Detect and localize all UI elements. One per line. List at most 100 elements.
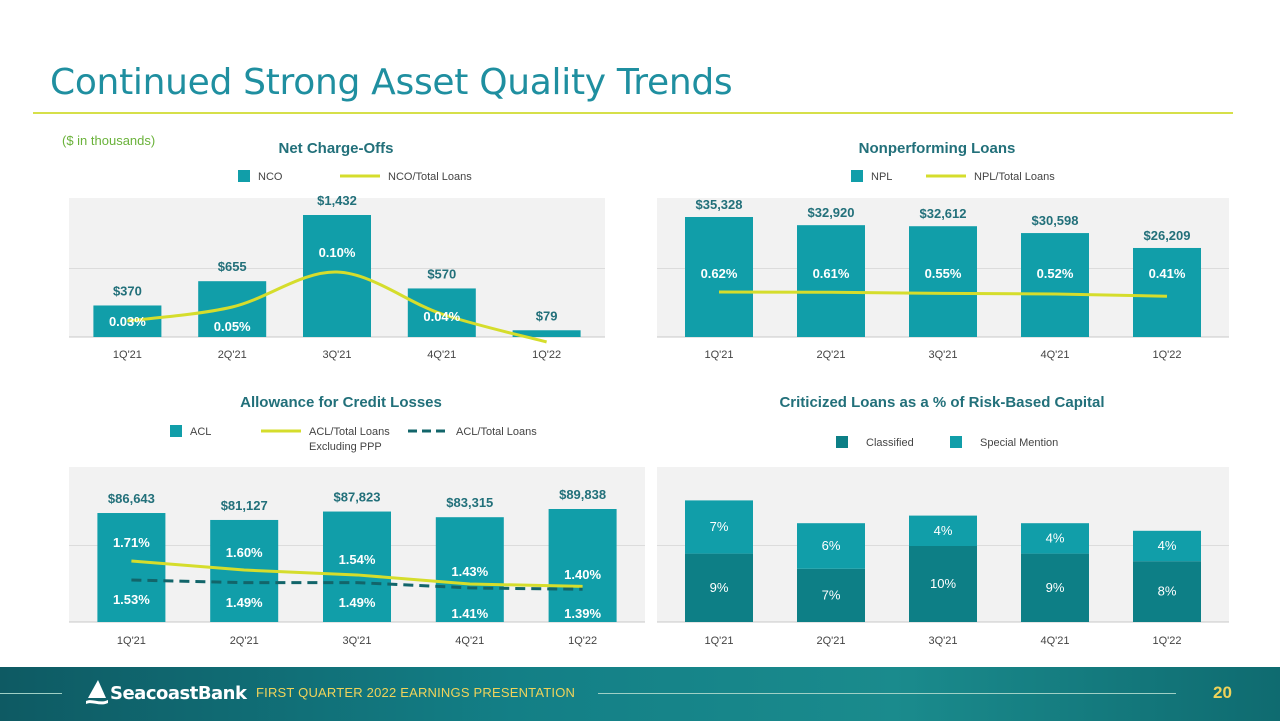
acl-total-label: 1.53%: [113, 592, 150, 607]
legend-label-line2: Excluding PPP: [309, 441, 382, 453]
chart-title: Nonperforming Loans: [859, 140, 1016, 157]
title-divider: [33, 112, 1233, 114]
npl-bar: [1133, 247, 1201, 337]
acl-total-label: 1.49%: [339, 595, 376, 610]
legend-swatch: [836, 436, 848, 448]
x-tick-label: 2Q'21: [816, 349, 845, 361]
npl-bar-label: $32,920: [808, 205, 855, 220]
npl-bar-label: $32,612: [920, 206, 967, 221]
special-mention-label: 4%: [1158, 538, 1177, 553]
sail-logo-icon: [86, 680, 108, 705]
legend-label: NCO: [258, 171, 283, 183]
footer-caption: FIRST QUARTER 2022 EARNINGS PRESENTATION: [256, 685, 576, 700]
acl-total-dashed-line: [131, 578, 583, 591]
acl-bar: [97, 513, 166, 622]
npl-ratio-label: 0.61%: [813, 266, 850, 281]
legend-label: NPL/Total Loans: [974, 171, 1055, 183]
special-mention-bar: [909, 515, 977, 546]
special-mention-bar: [797, 523, 865, 569]
legend-swatch: [238, 170, 250, 182]
legend-label: NCO/Total Loans: [388, 171, 472, 183]
classified-bar: [1133, 561, 1201, 622]
classified-label: 9%: [710, 580, 729, 595]
criticized-loans-chart: Criticized Loans as a % of Risk-Based Ca…: [657, 394, 1229, 647]
acl-ex-ppp-label: 1.43%: [451, 564, 488, 579]
nco-bar-label: $370: [113, 283, 142, 298]
chart-title: Net Charge-Offs: [278, 140, 393, 157]
special-mention-bar: [1021, 523, 1089, 554]
special-mention-label: 6%: [822, 538, 841, 553]
x-tick-label: 1Q'22: [532, 349, 561, 361]
classified-bar: [685, 553, 753, 622]
classified-bar: [909, 546, 977, 622]
classified-label: 7%: [822, 587, 841, 602]
classified-bar: [797, 568, 865, 622]
legend-label: ACL: [190, 426, 211, 438]
legend-label: Classified: [866, 437, 914, 449]
classified-label: 8%: [1158, 584, 1177, 599]
page-title: Continued Strong Asset Quality Trends: [50, 62, 733, 103]
footer-rule-right: [598, 693, 1176, 694]
x-tick-label: 3Q'21: [928, 349, 957, 361]
page-number: 20: [1213, 683, 1232, 702]
x-tick-label: 3Q'21: [322, 349, 351, 361]
chart-title: Criticized Loans as a % of Risk-Based Ca…: [779, 394, 1104, 411]
nco-ratio-line: [127, 270, 547, 344]
npl-bar: [1021, 233, 1089, 337]
chart-title: Allowance for Credit Losses: [240, 394, 442, 411]
nco-bar: [512, 330, 581, 337]
x-tick-label: 3Q'21: [342, 635, 371, 647]
x-tick-label: 4Q'21: [455, 635, 484, 647]
nco-bar-label: $79: [536, 308, 558, 323]
nco-ratio-label: 0.03%: [109, 314, 146, 329]
special-mention-label: 4%: [1046, 530, 1065, 545]
special-mention-bar: [685, 500, 753, 554]
acl-bar-label: $81,127: [221, 498, 268, 513]
x-tick-label: 1Q'21: [113, 349, 142, 361]
nco-bar-label: $1,432: [317, 193, 357, 208]
acl-total-label: 1.49%: [226, 595, 263, 610]
acl-bar-label: $83,315: [446, 495, 493, 510]
acl-bar: [435, 517, 504, 622]
x-tick-label: 1Q'21: [704, 349, 733, 361]
classified-label: 9%: [1046, 580, 1065, 595]
net-charge-offs-chart: Net Charge-Offs NCO NCO/Total Loans $370 $65…: [69, 140, 605, 361]
legend-swatch: [851, 170, 863, 182]
npl-bar-label: $26,209: [1144, 228, 1191, 243]
npl-bar-label: $35,328: [696, 197, 743, 212]
x-tick-label: 3Q'21: [928, 635, 957, 647]
legend-label: Special Mention: [980, 437, 1058, 449]
classified-bar: [1021, 553, 1089, 622]
acl-bar-label: $89,838: [559, 487, 606, 502]
npl-bar: [685, 217, 753, 337]
acl-ex-ppp-label: 1.71%: [113, 535, 150, 550]
x-tick-label: 1Q'22: [1152, 349, 1181, 361]
nco-ratio-label: 0.05%: [214, 319, 251, 334]
npl-ratio-label: 0.62%: [701, 266, 738, 281]
legend-label: ACL/Total Loans: [309, 426, 390, 438]
acl-ex-ppp-label: 1.40%: [564, 567, 601, 582]
npl-ratio-label: 0.52%: [1037, 266, 1074, 281]
npl-bar: [797, 225, 865, 337]
acl-ex-ppp-label: 1.54%: [339, 552, 376, 567]
acl-bar-label: $87,823: [334, 490, 381, 505]
nco-bar-label: $655: [218, 259, 247, 274]
nonperforming-loans-chart: Nonperforming Loans NPL NPL/Total Loans $35…: [657, 140, 1229, 361]
acl-ex-ppp-line: [131, 559, 583, 588]
legend-swatch: [950, 436, 962, 448]
x-tick-label: 1Q'22: [1152, 635, 1181, 647]
acl-total-label: 1.41%: [451, 606, 488, 621]
nco-ratio-label: 0.04%: [423, 309, 460, 324]
x-tick-label: 4Q'21: [1040, 349, 1069, 361]
npl-bar: [909, 226, 977, 337]
special-mention-label: 4%: [934, 523, 953, 538]
acl-bar: [548, 509, 617, 622]
acl-bar: [323, 511, 391, 622]
special-mention-label: 7%: [710, 519, 729, 534]
acl-ex-ppp-label: 1.60%: [226, 545, 263, 560]
x-tick-label: 4Q'21: [1040, 635, 1069, 647]
legend-label: ACL/Total Loans: [456, 426, 537, 438]
x-tick-label: 2Q'21: [816, 635, 845, 647]
x-tick-label: 2Q'21: [218, 349, 247, 361]
special-mention-bar: [1133, 530, 1201, 562]
